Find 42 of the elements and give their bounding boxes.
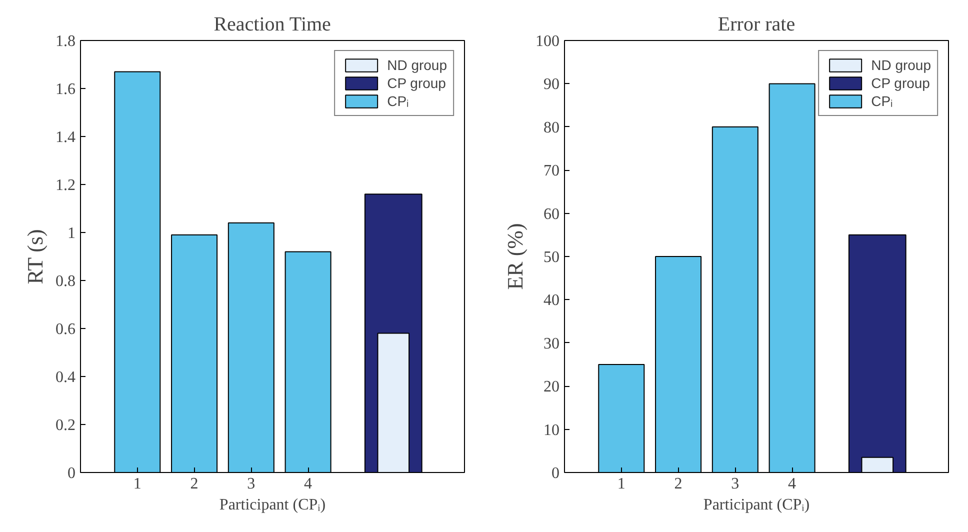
y-tick-label: 0.2 xyxy=(56,417,76,434)
x-tick-label: 4 xyxy=(304,476,312,492)
y-tick-label: 0 xyxy=(552,465,560,482)
y-tick-label: 1.2 xyxy=(56,177,76,194)
legend-label: ND group xyxy=(871,57,931,73)
x-tick-label: 4 xyxy=(788,476,796,492)
x-axis-title: Participant (CPᵢ) xyxy=(219,496,326,514)
y-axis-title: ER (%) xyxy=(502,223,528,290)
y-tick-label: 0.6 xyxy=(56,321,76,338)
x-tick-label: 3 xyxy=(247,476,256,492)
y-tick-label: 40 xyxy=(544,292,560,310)
y-tick-label: 1.8 xyxy=(56,33,76,50)
y-tick-label: 1.6 xyxy=(56,81,76,98)
y-tick-label: 90 xyxy=(544,76,560,94)
y-tick-label: 50 xyxy=(544,249,560,266)
x-tick-label: 3 xyxy=(731,476,740,492)
legend-label: CPᵢ xyxy=(387,93,409,109)
x-tick-label: 2 xyxy=(190,476,198,492)
y-tick-label: 30 xyxy=(544,335,560,352)
y-tick-label: 1 xyxy=(68,225,76,242)
x-axis-title: Participant (CPᵢ) xyxy=(703,496,810,514)
legend-label: CP group xyxy=(871,75,930,91)
y-tick-label: 20 xyxy=(544,378,560,396)
legend-label: ND group xyxy=(387,57,447,73)
legend-label: CP group xyxy=(387,75,446,91)
y-tick-label: 100 xyxy=(536,33,560,50)
y-tick-label: 60 xyxy=(544,206,560,223)
y-tick-label: 0.8 xyxy=(56,273,76,290)
y-tick-label: 0 xyxy=(68,465,76,482)
y-axis-title: RT (s) xyxy=(22,229,48,284)
chart-title: Error rate xyxy=(718,14,796,36)
x-tick-label: 1 xyxy=(617,476,626,492)
y-tick-label: 0.4 xyxy=(56,369,76,386)
y-tick-label: 1.4 xyxy=(56,129,76,146)
x-tick-label: 2 xyxy=(674,476,682,492)
bar xyxy=(848,234,906,472)
y-tick-label: 10 xyxy=(544,422,560,439)
y-tick-label: 80 xyxy=(544,119,560,136)
y-tick-label: 70 xyxy=(544,162,560,180)
x-tick-label: 1 xyxy=(133,476,142,492)
chart-title: Reaction Time xyxy=(214,14,332,36)
legend-label: CPᵢ xyxy=(871,93,893,109)
